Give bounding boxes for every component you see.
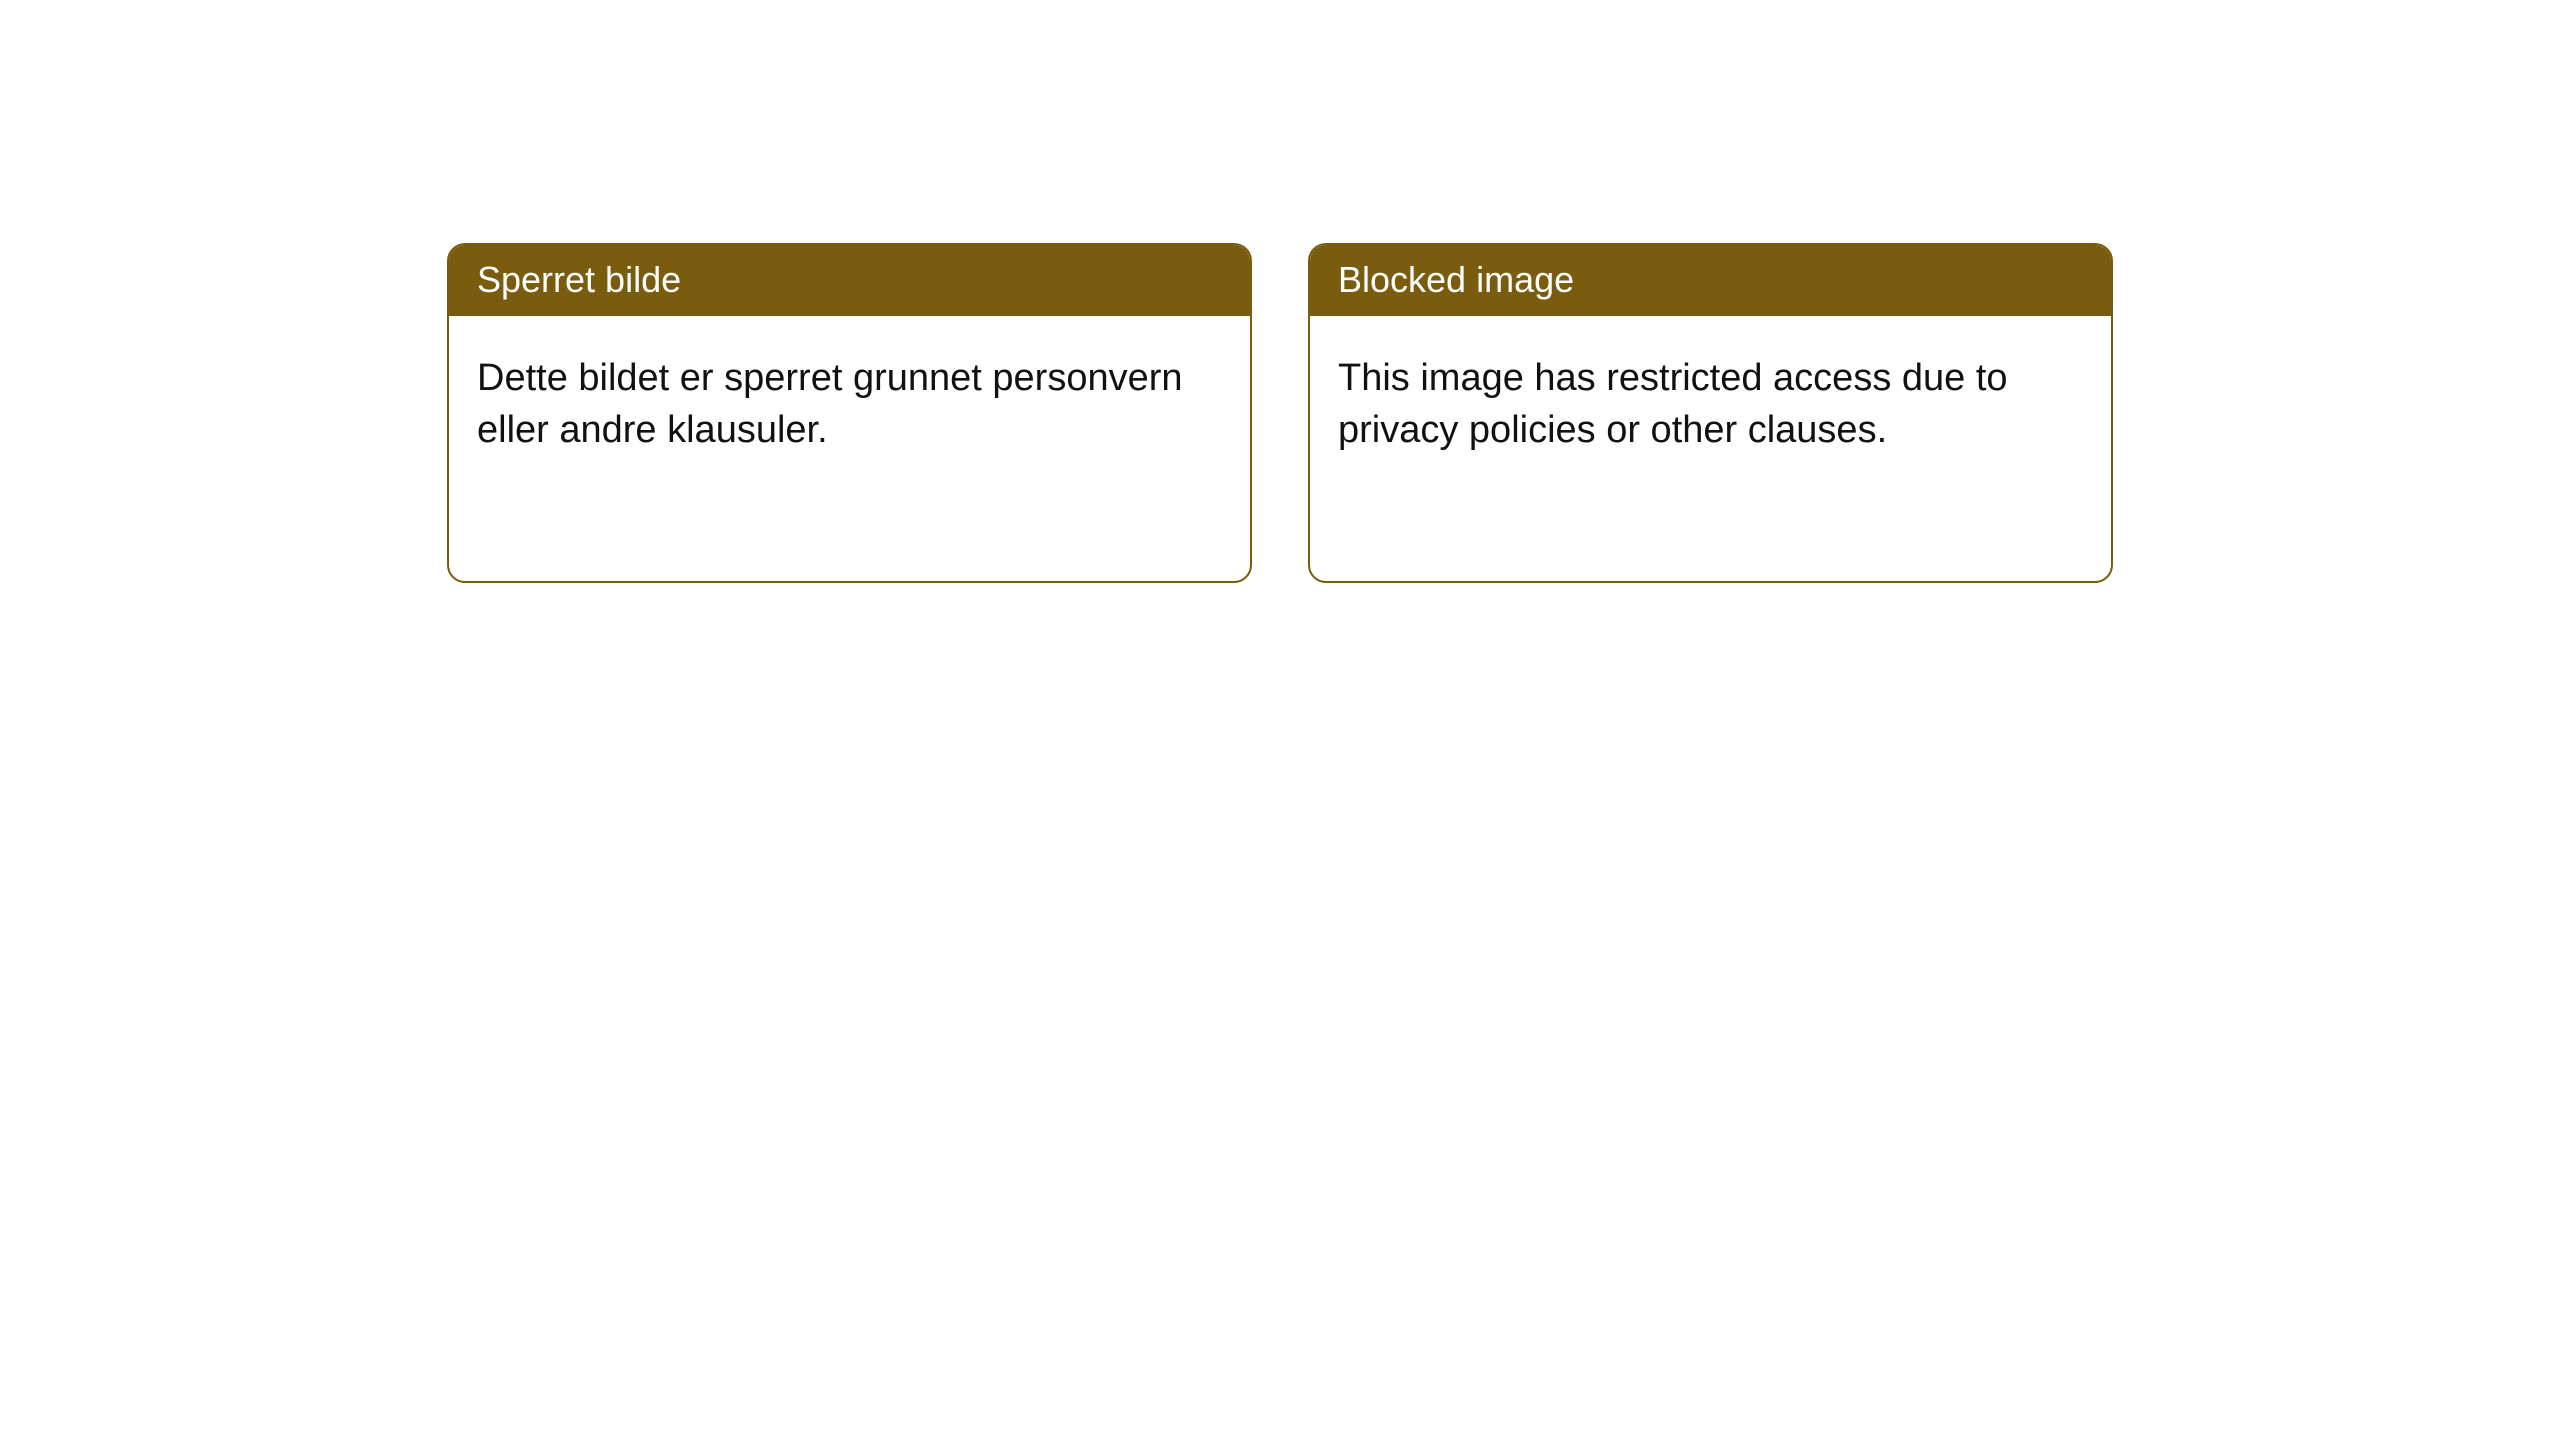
notice-title: Sperret bilde (477, 259, 681, 300)
notice-header: Blocked image (1310, 245, 2111, 316)
notice-body: This image has restricted access due to … (1310, 316, 2111, 493)
notice-body-text: This image has restricted access due to … (1338, 357, 2008, 451)
notice-container: Sperret bilde Dette bildet er sperret gr… (0, 0, 2560, 583)
notice-header: Sperret bilde (449, 245, 1250, 316)
notice-body-text: Dette bildet er sperret grunnet personve… (477, 357, 1183, 451)
notice-title: Blocked image (1338, 259, 1574, 300)
notice-box-norwegian: Sperret bilde Dette bildet er sperret gr… (447, 243, 1252, 583)
notice-box-english: Blocked image This image has restricted … (1308, 243, 2113, 583)
notice-body: Dette bildet er sperret grunnet personve… (449, 316, 1250, 493)
